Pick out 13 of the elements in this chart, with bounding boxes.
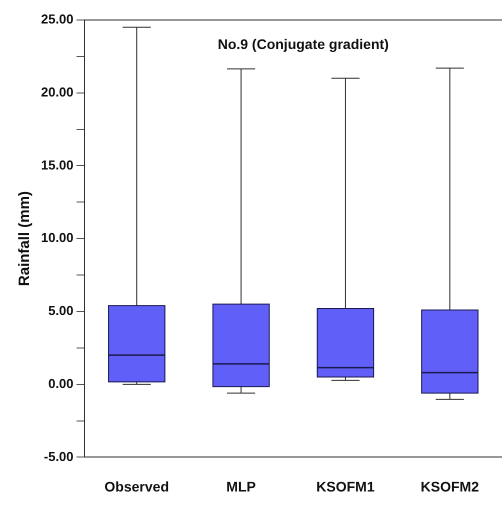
y-tick-label: 15.00	[40, 157, 74, 172]
y-tick-label: 25.00	[40, 12, 74, 27]
y-tick-label: 20.00	[40, 84, 74, 100]
text: No.9 (Conjugate gradient)	[218, 36, 389, 52]
x-tick-label: Observed	[104, 478, 170, 494]
x-tick-label: KSOFM1	[316, 478, 375, 494]
y-tick-label: 10.00	[40, 230, 74, 246]
y-tick-label: -5.00	[44, 448, 74, 464]
x-tick-label: MLP	[226, 478, 256, 494]
y-axis-title: Rainfall (mm)	[16, 191, 34, 286]
y-tick-label: 5.00	[48, 303, 74, 318]
x-tick-label: KSOFM2	[420, 478, 480, 494]
y-tick-label: 0.00	[48, 376, 74, 391]
